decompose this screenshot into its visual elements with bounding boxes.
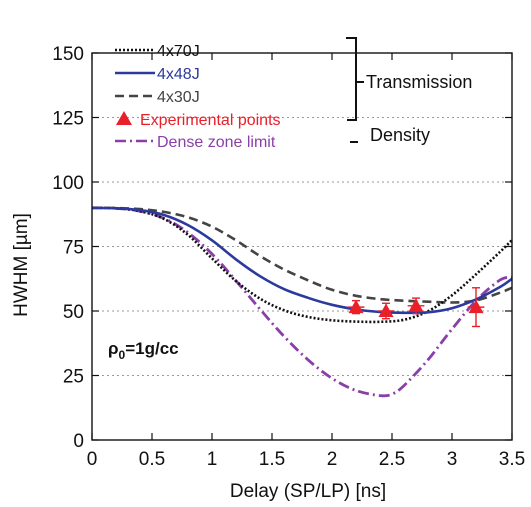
- y-tick-label: 75: [63, 238, 84, 259]
- series-layer: [91, 206, 513, 398]
- ticks: 0 0.5 1 1.5 2 2.5 3 3.5 0 25 50 75 100 125 150: [52, 44, 525, 470]
- density-annotation-subscript: 0: [119, 348, 126, 362]
- experimental-points-layer: [347, 287, 485, 328]
- transmission-bracket: [346, 37, 357, 121]
- y-tick-label: 0: [73, 431, 84, 452]
- x-tick-label: 2.5: [379, 449, 405, 470]
- y-tick-label: 150: [52, 44, 84, 65]
- legend-experimental-points-swatch: [116, 111, 132, 125]
- series-4x30j-line: [91, 206, 513, 304]
- legend-experimental-points-label: Experimental points: [140, 112, 281, 129]
- density-annotation: ρ0=1g/cc: [108, 339, 179, 362]
- y-axis-title: HWHM [µm]: [11, 213, 32, 317]
- x-tick-label: 2: [327, 449, 338, 470]
- grid: [92, 117, 512, 376]
- y-tick-label: 50: [63, 302, 84, 323]
- experimental-point-marker: [408, 298, 424, 312]
- legend-dense-zone-limit-label: Dense zone limit: [157, 134, 276, 151]
- series-4x48j-line: [91, 206, 513, 315]
- series-dense-zone-line: [91, 206, 513, 398]
- transmission-label: Transmission: [366, 72, 472, 92]
- density-annotation-rho: ρ: [108, 339, 119, 358]
- x-tick-label: 0.5: [139, 449, 165, 470]
- x-tick-label: 1.5: [259, 449, 285, 470]
- y-tick-label: 100: [52, 173, 84, 194]
- x-tick-label: 1: [207, 449, 218, 470]
- legend-4x70j-label: 4x70J: [157, 43, 200, 60]
- y-tick-label: 125: [52, 109, 84, 130]
- legend: 4x70J 4x48J 4x30J Experimental points Dense …: [115, 43, 281, 151]
- experimental-point-marker: [468, 299, 484, 314]
- experimental-point-marker: [348, 299, 364, 314]
- legend-4x30j-label: 4x30J: [157, 89, 200, 106]
- x-axis-title: Delay (SP/LP) [ns]: [230, 481, 386, 502]
- density-label: Density: [370, 125, 430, 145]
- x-tick-label: 3: [447, 449, 458, 470]
- x-tick-label: 3.5: [499, 449, 525, 470]
- x-tick-label: 0: [87, 449, 98, 470]
- density-annotation-value: =1g/cc: [125, 339, 178, 358]
- series-4x70j-line: [91, 206, 513, 324]
- bracket: Transmission Density: [346, 37, 472, 145]
- legend-4x48j-label: 4x48J: [157, 66, 200, 83]
- y-tick-label: 25: [63, 367, 84, 388]
- experimental-point-marker: [378, 303, 394, 317]
